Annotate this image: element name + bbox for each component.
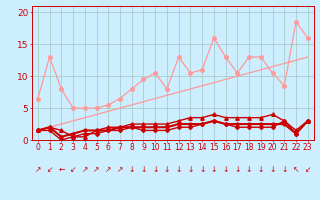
Text: ↓: ↓ <box>199 165 205 174</box>
Text: ↓: ↓ <box>222 165 229 174</box>
Text: ↗: ↗ <box>105 165 111 174</box>
Text: ↓: ↓ <box>246 165 252 174</box>
Text: ↓: ↓ <box>175 165 182 174</box>
Text: ↓: ↓ <box>152 165 158 174</box>
Text: ↗: ↗ <box>35 165 41 174</box>
Text: ↙: ↙ <box>46 165 53 174</box>
Text: ↙: ↙ <box>70 165 76 174</box>
Text: ↗: ↗ <box>117 165 123 174</box>
Text: ↙: ↙ <box>305 165 311 174</box>
Text: ↓: ↓ <box>269 165 276 174</box>
Text: ↓: ↓ <box>234 165 241 174</box>
Text: ↗: ↗ <box>82 165 88 174</box>
Text: ↓: ↓ <box>140 165 147 174</box>
Text: ↓: ↓ <box>129 165 135 174</box>
Text: ↓: ↓ <box>187 165 194 174</box>
Text: ↓: ↓ <box>164 165 170 174</box>
Text: ←: ← <box>58 165 65 174</box>
Text: ↖: ↖ <box>293 165 299 174</box>
Text: ↓: ↓ <box>211 165 217 174</box>
Text: ↓: ↓ <box>281 165 287 174</box>
Text: ↓: ↓ <box>258 165 264 174</box>
Text: ↗: ↗ <box>93 165 100 174</box>
